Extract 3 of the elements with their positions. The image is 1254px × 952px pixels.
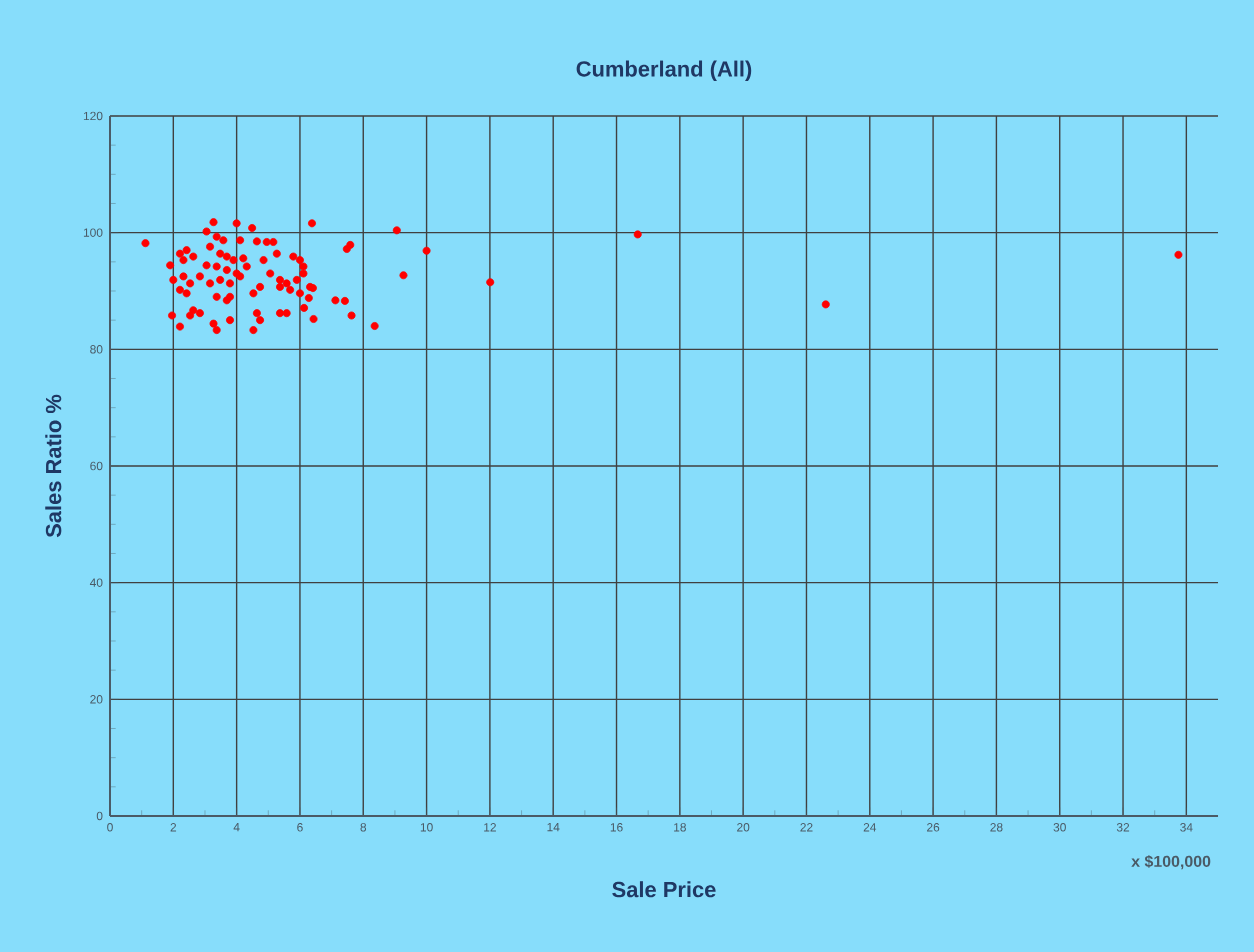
chart-title: Cumberland (All) <box>576 60 752 81</box>
x-axis-title: Sale Price <box>612 881 716 898</box>
y-axis-title: Sales Ratio % <box>45 394 62 538</box>
